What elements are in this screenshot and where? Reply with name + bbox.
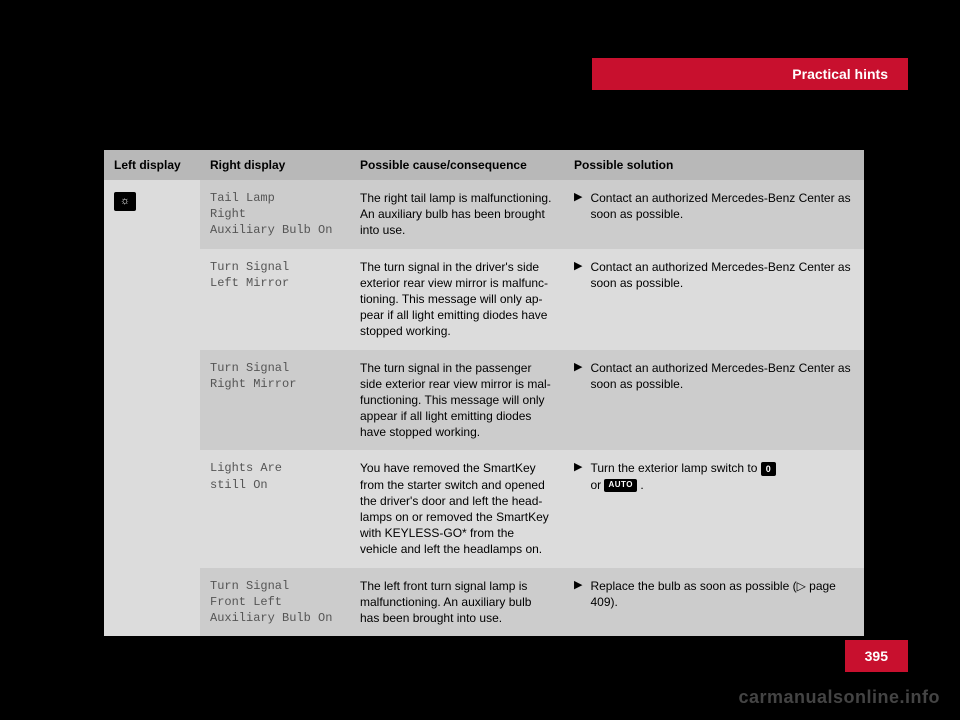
header-cause: Possible cause/consequence — [350, 150, 564, 180]
solution-text: Turn the exterior lamp switch to 0or AUT… — [590, 460, 775, 492]
table-row: Turn Signal Left MirrorThe turn signal i… — [104, 249, 864, 350]
page-number-tab: 395 — [845, 640, 908, 672]
cell-right-display: Turn Signal Right Mirror — [200, 350, 350, 451]
cell-solution: ▶Contact an authorized Mercedes-Benz Cen… — [564, 249, 864, 350]
cell-solution: ▶Contact an authorized Mercedes-Benz Cen… — [564, 180, 864, 249]
cell-right-display: Tail Lamp Right Auxiliary Bulb On — [200, 180, 350, 249]
switch-position-0-icon: 0 — [761, 462, 776, 476]
table-row: Turn Signal Right MirrorThe turn signal … — [104, 350, 864, 451]
cell-right-display: Turn Signal Left Mirror — [200, 249, 350, 350]
header-left-display: Left display — [104, 150, 200, 180]
bullet-icon: ▶ — [574, 259, 582, 291]
solution-text: Contact an authorized Mercedes-Benz Cent… — [590, 360, 854, 392]
cell-cause: The right tail lamp is malfunction­ing. … — [350, 180, 564, 249]
cell-right-display: Turn Signal Front Left Auxiliary Bulb On — [200, 568, 350, 637]
solution-text: Contact an authorized Mercedes-Benz Cent… — [590, 190, 854, 222]
cell-cause: The turn signal in the driver's side ext… — [350, 249, 564, 350]
bullet-icon: ▶ — [574, 578, 582, 610]
solution-text: Contact an authorized Mercedes-Benz Cent… — [590, 259, 854, 291]
cell-left-display — [104, 350, 200, 451]
message-table: Left display Right display Possible caus… — [104, 150, 864, 636]
cell-left-display — [104, 568, 200, 637]
watermark: carmanualsonline.info — [738, 687, 940, 708]
cell-left-display — [104, 249, 200, 350]
solution-text: Replace the bulb as soon as possible (▷ … — [590, 578, 854, 610]
table-row: ☼ Tail Lamp Right Auxiliary Bulb OnThe ri… — [104, 180, 864, 249]
header-right-display: Right display — [200, 150, 350, 180]
cell-left-display — [104, 450, 200, 567]
cell-cause: The turn signal in the passenger side ex… — [350, 350, 564, 451]
cell-cause: You have removed the SmartKey from the s… — [350, 450, 564, 567]
bullet-icon: ▶ — [574, 190, 582, 222]
bullet-icon: ▶ — [574, 460, 582, 492]
table-row: Turn Signal Front Left Auxiliary Bulb On… — [104, 568, 864, 637]
cell-solution: ▶Replace the bulb as soon as possible (▷… — [564, 568, 864, 637]
light-icon: ☼ — [114, 192, 136, 211]
cell-solution: ▶Turn the exterior lamp switch to 0or AU… — [564, 450, 864, 567]
cell-solution: ▶Contact an authorized Mercedes-Benz Cen… — [564, 350, 864, 451]
cell-right-display: Lights Are still On — [200, 450, 350, 567]
header-tab: Practical hints — [592, 58, 908, 90]
header-solution: Possible solution — [564, 150, 864, 180]
table-header-row: Left display Right display Possible caus… — [104, 150, 864, 180]
table-row: Lights Are still OnYou have removed the … — [104, 450, 864, 567]
switch-position-auto-icon: AUTO — [604, 479, 637, 492]
bullet-icon: ▶ — [574, 360, 582, 392]
cell-cause: The left front turn signal lamp is malfu… — [350, 568, 564, 637]
cell-left-display: ☼ — [104, 180, 200, 249]
